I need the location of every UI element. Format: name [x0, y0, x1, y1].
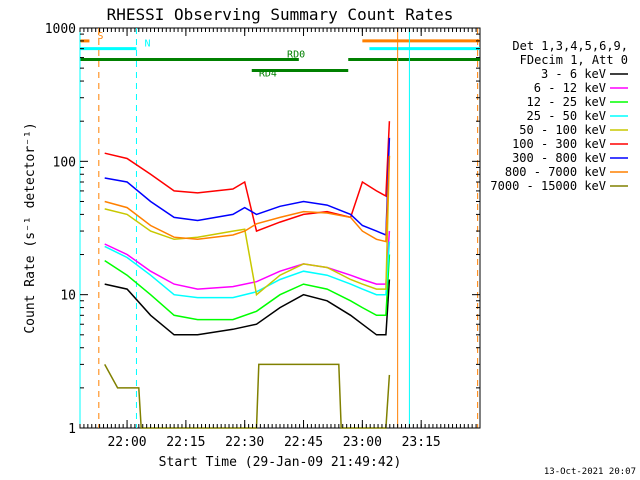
y-tick-label: 10	[60, 289, 76, 304]
legend-header: Det 1,3,4,5,6,9,	[512, 39, 628, 53]
vertical-markers	[79, 28, 479, 428]
x-tick-label: 23:15	[402, 435, 441, 450]
flag-label: RD0	[287, 50, 305, 61]
series-line	[104, 231, 391, 290]
x-tick-label: 22:15	[166, 435, 205, 450]
series-line	[104, 155, 391, 297]
x-tick-label: 22:30	[225, 435, 264, 450]
series-line	[104, 241, 391, 299]
legend: Det 1,3,4,5,6,9,FDecim 1, Att 03 - 6 keV…	[490, 39, 628, 193]
legend-label: 100 - 300 keV	[512, 137, 606, 151]
flag-label: N	[144, 39, 150, 50]
series-line	[104, 121, 391, 233]
legend-label: 50 - 100 keV	[519, 123, 606, 137]
flag-label: RD4	[259, 69, 277, 80]
legend-label: 12 - 25 keV	[527, 95, 606, 109]
x-axis-label: Start Time (29-Jan-09 21:49:42)	[159, 455, 402, 470]
series-line	[104, 137, 391, 237]
series-line	[104, 155, 391, 243]
legend-label: 6 - 12 keV	[534, 81, 606, 95]
timestamp: 13-Oct-2021 20:07	[544, 467, 636, 477]
legend-header: FDecim 1, Att 0	[520, 53, 628, 67]
y-tick-label: 100	[53, 155, 76, 170]
x-tick-label: 23:00	[343, 435, 382, 450]
flags-layer: S N RD0 RD4	[80, 31, 480, 80]
legend-label: 3 - 6 keV	[541, 67, 606, 81]
y-tick-label: 1000	[45, 22, 76, 37]
legend-label: 7000 - 15000 keV	[490, 179, 606, 193]
x-tick-label: 22:45	[284, 435, 323, 450]
series-line	[104, 279, 391, 336]
series-line	[104, 254, 391, 321]
x-axis: 22:00 22:15 22:30 22:45 23:00 23:15	[79, 28, 481, 450]
legend-label: 25 - 50 keV	[527, 109, 606, 123]
legend-label: 800 - 7000 keV	[505, 165, 606, 179]
flag-label: S	[97, 31, 103, 42]
legend-label: 300 - 800 keV	[512, 151, 606, 165]
series-layer	[104, 121, 391, 429]
y-axis-label: Count Rate (s⁻¹ detector⁻¹)	[23, 122, 38, 333]
y-tick-label: 1	[68, 422, 76, 437]
chart-title: RHESSI Observing Summary Count Rates	[107, 5, 454, 24]
x-tick-label: 22:00	[107, 435, 146, 450]
